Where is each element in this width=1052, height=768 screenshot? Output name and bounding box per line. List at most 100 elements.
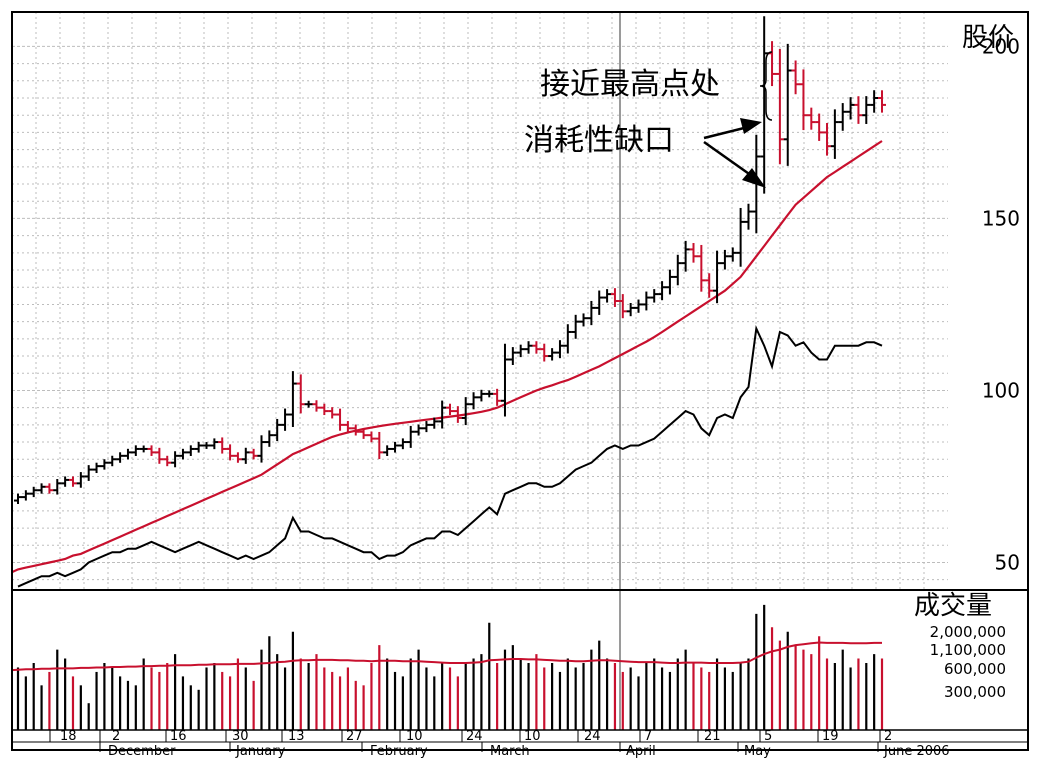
price-bar [461,397,470,426]
price-bar [775,48,784,165]
price-bar [728,247,737,262]
price-bar [14,493,22,504]
price-bar [540,343,549,362]
price-bar [257,435,266,463]
moving-average-layer [11,140,883,574]
price-bar [328,407,337,419]
price-bar [163,455,172,467]
day-label: 24 [584,729,601,744]
price-bar [37,483,46,494]
day-label: 21 [704,729,721,744]
price-bar [720,249,729,270]
price-bar [878,90,886,113]
price-bar [571,314,580,339]
price-bar [265,430,274,447]
price-bar [123,448,132,460]
month-label: January [235,744,286,759]
month-label: December [108,744,176,759]
price-bar [524,341,533,354]
price-bar [233,452,242,463]
price-bar [422,421,431,433]
price-bar [815,113,824,141]
price-bar [45,483,54,494]
chart-frame [11,11,1029,751]
price-bar [579,313,588,327]
price-bar [249,448,258,460]
price-bar [548,348,557,361]
price-bar [705,273,714,298]
price-bar [744,203,753,230]
volume-moving-average-line [11,641,882,672]
price-bar [320,403,329,416]
price-bar [367,431,376,443]
price-bar [453,406,462,423]
price-bar [650,289,659,303]
day-label: 19 [822,729,839,744]
moving-average-line [11,140,883,574]
annotation-arrow [703,140,753,178]
price-bar [768,41,777,87]
day-label: 16 [170,729,187,744]
month-label: May [744,744,771,759]
price-bar [430,417,439,429]
price-bar [807,107,816,130]
price-tick-label: 200 [982,34,1020,58]
price-bar [288,371,297,427]
price-bar [469,392,478,410]
price-bar [846,97,855,120]
price-bar [147,445,156,456]
volume-layer [11,604,884,730]
price-bar [131,445,140,456]
price-axis: 股价 [962,23,1014,53]
price-bar [29,486,38,498]
price-bar [186,445,195,456]
annotation-brace [759,51,773,121]
price-tick-label: 100 [982,378,1020,402]
volume-axis: 成交量 2,000,000 1,100,000 600,000 300,000 [914,591,1006,701]
price-bar [414,424,423,436]
price-bar [713,250,722,304]
price-bar [336,408,345,431]
price-bar [760,16,769,194]
price-bar [508,347,517,365]
price-bar [477,389,486,402]
price-tick-label: 50 [995,550,1020,574]
price-bar [555,340,564,359]
price-bar [673,254,682,286]
price-bar [68,476,77,487]
day-label: 2 [884,729,892,744]
price-bar [21,490,30,501]
price-bar [438,400,447,429]
price-bar [689,243,698,263]
price-bar [304,400,313,408]
price-bar [697,244,706,292]
relative-strength-layer [17,324,883,588]
price-bar [446,403,454,416]
volume-axis-label: 成交量 [914,591,992,621]
day-label: 7 [644,729,652,744]
month-label: February [370,744,428,759]
price-bar [343,421,352,433]
price-bar [595,290,604,315]
price-bar [681,240,690,272]
price-bar [139,445,148,453]
price-bar [359,428,368,439]
annotation-arrow-head [742,168,766,188]
annotation-arrow-head [740,118,762,134]
price-bar [791,60,800,95]
price-bar [610,288,619,307]
day-label: 13 [288,729,305,744]
day-label: 27 [346,729,363,744]
price-bar [406,425,415,448]
price-bar [783,43,792,166]
price-bar [532,341,541,354]
price-bar [202,442,211,449]
price-bar [854,96,863,124]
price-bar [587,300,596,326]
price-bar [830,109,839,159]
price-tick-label: 150 [982,206,1020,230]
annotation-near-high-label: 接近最高点处 [540,67,720,102]
price-bar [838,103,847,131]
price-bar [92,462,101,474]
